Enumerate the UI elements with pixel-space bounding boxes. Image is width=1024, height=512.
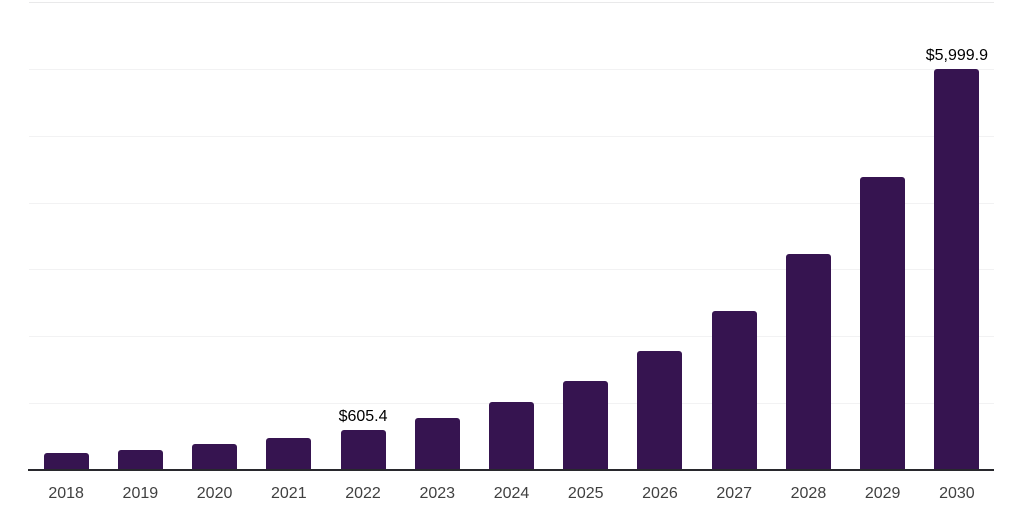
bar-2029	[860, 176, 906, 470]
gridline-2000	[29, 336, 994, 338]
gridline-7000	[29, 2, 994, 3]
bar-2025	[563, 381, 609, 470]
bar-2020	[192, 444, 238, 470]
gridline-3000	[29, 269, 994, 271]
bar-2024	[489, 402, 534, 470]
bar-2021	[266, 438, 312, 470]
x-tick-label-2021: 2021	[271, 485, 307, 502]
bar-2019	[117, 449, 163, 470]
bar-2028	[785, 254, 831, 470]
gridline-5000	[29, 135, 994, 137]
x-tick-label-2027: 2027	[716, 485, 752, 502]
x-tick-label-2028: 2028	[790, 485, 827, 502]
bar-2022	[340, 429, 386, 470]
x-tick-label-2020: 2020	[196, 485, 233, 502]
x-tick-label-2025: 2025	[567, 485, 604, 502]
x-tick-label-2029: 2029	[864, 485, 901, 502]
x-tick-label-2030: 2030	[939, 485, 975, 502]
bar-2030	[934, 68, 980, 470]
bar-2018	[43, 453, 89, 470]
data-label-2030: $5,999.9	[925, 46, 989, 64]
plot-area	[29, 2, 994, 470]
data-label-2022: $605.4	[338, 407, 388, 425]
gridline-6000	[29, 68, 994, 70]
x-tick-label-2022: 2022	[345, 485, 381, 502]
x-tick-label-2019: 2019	[122, 485, 159, 502]
bar-2027	[711, 311, 757, 470]
x-tick-label-2018: 2018	[48, 485, 84, 502]
x-axis-line	[28, 469, 994, 471]
x-tick-label-2026: 2026	[642, 485, 678, 502]
x-tick-label-2023: 2023	[419, 485, 456, 502]
x-tick-label-2024: 2024	[493, 485, 530, 502]
bar-2023	[414, 418, 460, 470]
bar-2026	[637, 351, 683, 470]
gridline-4000	[29, 202, 994, 204]
